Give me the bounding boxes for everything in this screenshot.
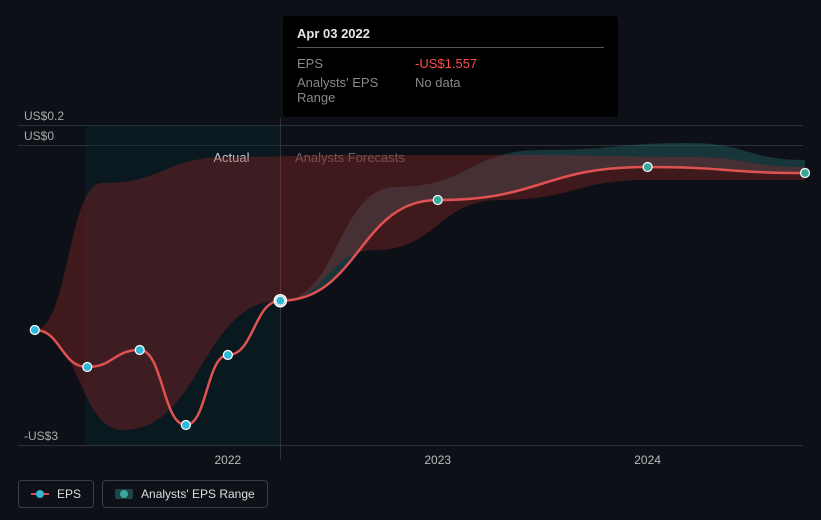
legend-swatch-band-icon <box>115 489 133 499</box>
data-point[interactable] <box>223 351 232 360</box>
data-point[interactable] <box>801 169 810 178</box>
data-point[interactable] <box>181 421 190 430</box>
data-point[interactable] <box>643 163 652 172</box>
eps-range-band <box>35 155 805 430</box>
data-point[interactable] <box>30 326 39 335</box>
data-point[interactable] <box>433 196 442 205</box>
eps-chart: Apr 03 2022 EPS -US$1.557 Analysts' EPS … <box>0 0 821 520</box>
legend-label: Analysts' EPS Range <box>141 487 255 501</box>
data-point[interactable] <box>276 296 285 305</box>
data-point[interactable] <box>135 346 144 355</box>
legend-item-range[interactable]: Analysts' EPS Range <box>102 480 268 508</box>
plot-area[interactable] <box>0 0 821 520</box>
legend-label: EPS <box>57 487 81 501</box>
legend-item-eps[interactable]: EPS <box>18 480 94 508</box>
data-point[interactable] <box>83 363 92 372</box>
legend: EPS Analysts' EPS Range <box>18 480 268 508</box>
legend-swatch-line-icon <box>31 489 49 499</box>
